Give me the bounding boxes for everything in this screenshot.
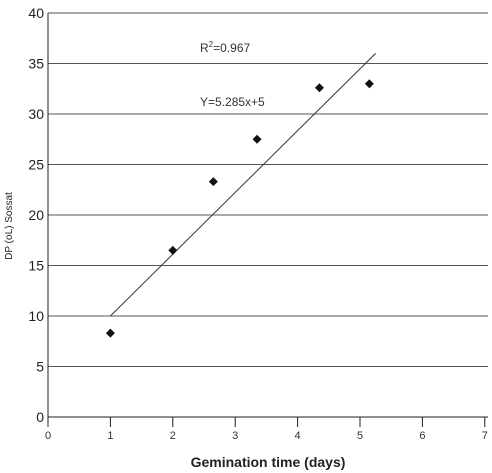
x-tick-label: 4 (295, 430, 301, 442)
y-tick-label: 10 (28, 308, 44, 324)
data-point (314, 83, 324, 93)
x-tick-labels: 0 1 2 3 4 5 6 7 (45, 430, 488, 442)
x-tick-label: 7 (482, 430, 488, 442)
data-point (105, 328, 115, 338)
x-tick-label: 2 (170, 430, 176, 442)
x-tick-label: 5 (357, 430, 363, 442)
x-axis-label: Gemination time (days) (191, 454, 346, 470)
trendline-group (110, 53, 376, 317)
x-tick-label: 3 (232, 430, 238, 442)
data-points (105, 79, 374, 338)
x-tick-label: 0 (45, 430, 51, 442)
y-tick-label: 25 (28, 157, 44, 173)
x-tick-label: 6 (419, 430, 425, 442)
data-point (252, 134, 262, 144)
trendline (110, 53, 376, 317)
data-point (168, 245, 178, 255)
r-squared-annotation: R2=0.967 (200, 40, 250, 55)
y-tick-label: 5 (36, 359, 44, 375)
data-point (208, 177, 218, 187)
y-tick-label: 0 (36, 409, 44, 425)
equation-annotation: Y=5.285x+5 (200, 95, 265, 109)
x-tick-label: 1 (107, 430, 113, 442)
y-tick-label: 15 (28, 258, 44, 274)
y-tick-label: 35 (28, 56, 44, 72)
y-tick-label: 30 (28, 106, 44, 122)
y-tick-label: 20 (28, 207, 44, 223)
y-tick-label: 40 (28, 5, 44, 21)
y-axis-label: DP (oL) Sossat (4, 192, 15, 260)
axes (47, 13, 488, 427)
data-point (364, 79, 374, 89)
gridlines (48, 12, 488, 367)
y-tick-labels: 0 5 10 15 20 25 30 35 40 (28, 5, 44, 425)
